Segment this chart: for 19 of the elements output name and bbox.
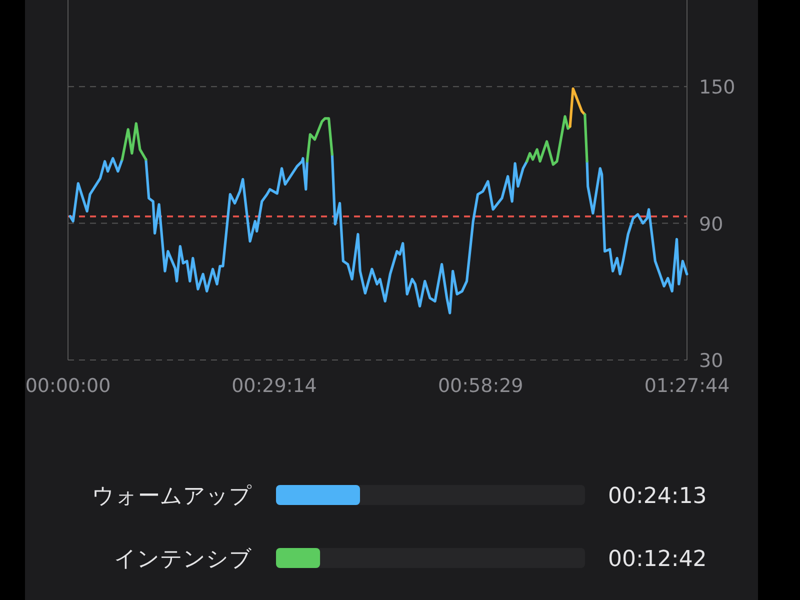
- line-series: [120, 122, 148, 161]
- data-label: 00:24:13: [608, 484, 707, 509]
- line-series: [586, 160, 688, 292]
- line-series: [526, 115, 572, 166]
- x-tick-label: 00:00:00: [25, 375, 111, 397]
- y-tick-label: ウォームアップ: [92, 484, 252, 509]
- x-tick-label: 00:29:14: [232, 375, 317, 397]
- x-tick-label: 00:58:29: [438, 375, 524, 397]
- y-tick-label: 90: [699, 213, 724, 236]
- line-series: [330, 153, 528, 314]
- y-tick-label: 30: [699, 350, 724, 372]
- y-tick-label: インテンシブ: [114, 547, 252, 572]
- line-series: [568, 87, 586, 128]
- line-series: [306, 117, 334, 163]
- data-label: 00:12:42: [608, 547, 707, 572]
- line-series: [144, 157, 308, 292]
- x-tick-label: 01:27:44: [644, 375, 730, 397]
- y-tick-label: 150: [699, 76, 736, 99]
- line-series: [68, 157, 124, 223]
